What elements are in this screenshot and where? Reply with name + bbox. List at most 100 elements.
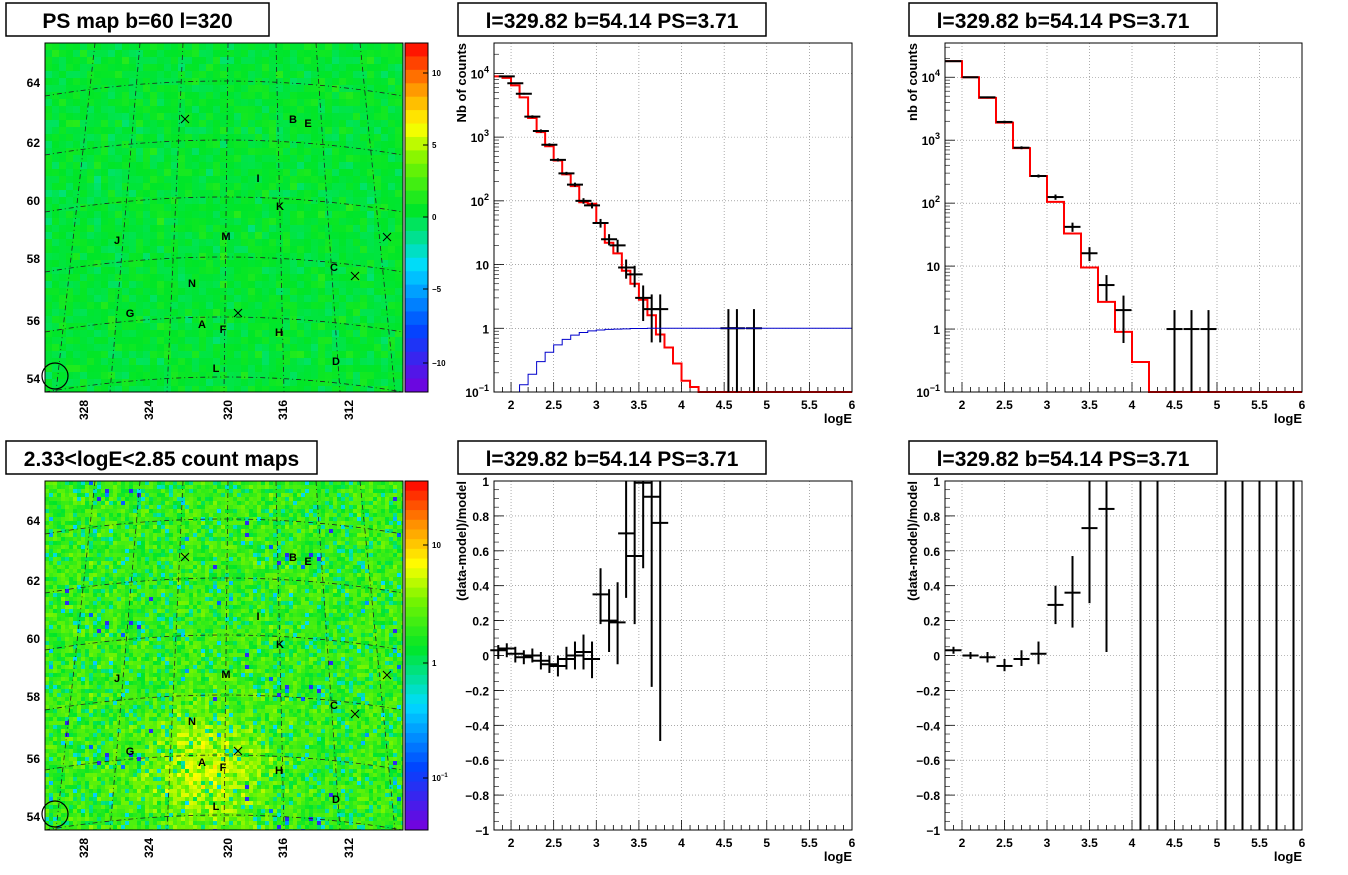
map-pixel: [143, 365, 150, 372]
map-pixel: [269, 232, 276, 239]
map-pixel: [353, 509, 357, 513]
map-pixel: [197, 549, 201, 553]
map-pixel: [178, 309, 185, 316]
map-pixel: [388, 253, 395, 260]
map-pixel: [129, 246, 136, 253]
map-pixel: [374, 78, 381, 85]
map-pixel: [311, 197, 318, 204]
map-pixel: [141, 541, 145, 545]
map-pixel: [109, 481, 113, 485]
map-pixel: [353, 521, 357, 525]
map-pixel: [45, 134, 52, 141]
map-pixel: [199, 253, 206, 260]
map-pixel: [304, 134, 311, 141]
map-pixel: [395, 239, 402, 246]
map-pixel: [277, 517, 281, 521]
map-pixel: [313, 541, 317, 545]
map-pixel: [276, 211, 283, 218]
map-pixel: [395, 323, 402, 330]
map-pixel: [165, 577, 169, 581]
map-pixel: [101, 501, 105, 505]
map-pixel: [381, 302, 388, 309]
map-pixel: [220, 253, 227, 260]
map-pixel: [353, 232, 360, 239]
map-pixel: [177, 533, 181, 537]
map-pixel: [261, 573, 265, 577]
map-pixel: [248, 106, 255, 113]
map-pixel: [325, 372, 332, 379]
map-pixel: [269, 176, 276, 183]
map-pixel: [311, 169, 318, 176]
map-pixel: [397, 489, 401, 493]
map-pixel: [164, 85, 171, 92]
map-pixel: [169, 573, 173, 577]
map-pixel: [325, 120, 332, 127]
map-pixel: [66, 260, 73, 267]
map-pixel: [339, 358, 346, 365]
map-pixel: [381, 99, 388, 106]
map-pixel: [136, 106, 143, 113]
map-pixel: [234, 57, 241, 64]
map-pixel: [65, 561, 69, 565]
map-pixel: [248, 344, 255, 351]
map-pixel: [150, 120, 157, 127]
map-pixel: [401, 569, 403, 573]
map-pixel: [332, 43, 339, 50]
map-pixel: [229, 513, 233, 517]
map-pixel: [325, 183, 332, 190]
map-pixel: [213, 127, 220, 134]
map-pixel: [57, 533, 61, 537]
map-pixel: [265, 529, 269, 533]
map-pixel: [367, 106, 374, 113]
map-pixel: [283, 372, 290, 379]
map-pixel: [332, 316, 339, 323]
map-pixel: [369, 553, 373, 557]
map-pixel: [353, 330, 360, 337]
source-label: B: [289, 114, 297, 126]
map-pixel: [178, 169, 185, 176]
map-pixel: [353, 541, 357, 545]
map-pixel: [290, 323, 297, 330]
map-pixel: [388, 141, 395, 148]
map-pixel: [369, 545, 373, 549]
map-pixel: [129, 267, 136, 274]
map-pixel: [395, 64, 402, 71]
colorbar-swatch: [405, 43, 428, 57]
map-pixel: [145, 521, 149, 525]
map-pixel: [105, 577, 109, 581]
map-pixel: [283, 323, 290, 330]
map-pixel: [346, 176, 353, 183]
map-pixel: [346, 281, 353, 288]
map-pixel: [52, 246, 59, 253]
map-pixel: [171, 246, 178, 253]
map-pixel: [381, 211, 388, 218]
map-pixel: [149, 549, 153, 553]
map-pixel: [311, 176, 318, 183]
map-pixel: [325, 99, 332, 106]
map-pixel: [122, 204, 129, 211]
map-pixel: [94, 274, 101, 281]
map-pixel: [199, 316, 206, 323]
map-pixel: [108, 302, 115, 309]
map-pixel: [395, 253, 402, 260]
map-pixel: [201, 509, 205, 513]
map-pixel: [121, 541, 125, 545]
map-pixel: [89, 545, 93, 549]
map-pixel: [297, 274, 304, 281]
map-pixel: [173, 489, 177, 493]
map-pixel: [201, 489, 205, 493]
map-pixel: [87, 113, 94, 120]
map-pixel: [125, 561, 129, 565]
map-pixel: [81, 553, 85, 557]
map-pixel: [94, 190, 101, 197]
map-pixel: [269, 78, 276, 85]
map-pixel: [193, 577, 197, 581]
map-pixel: [397, 569, 401, 573]
map-pixel: [317, 501, 321, 505]
map-pixel: [360, 351, 367, 358]
map-pixel: [143, 379, 150, 386]
map-pixel: [115, 162, 122, 169]
map-pixel: [137, 501, 141, 505]
map-pixel: [45, 183, 52, 190]
map-pixel: [337, 481, 341, 485]
